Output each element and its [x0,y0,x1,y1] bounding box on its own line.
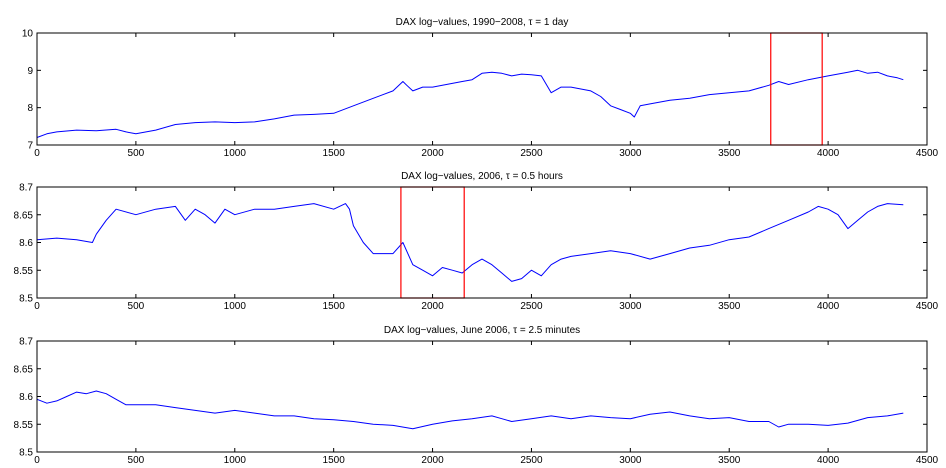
x-tick-label: 1500 [323,148,346,159]
y-tick-label: 7 [27,141,33,152]
x-tick-label: 3500 [718,455,741,466]
x-tick-label: 4000 [817,455,840,466]
x-tick-label: 3000 [619,455,642,466]
axes-frame [36,186,928,299]
y-tick-label: 8.7 [19,337,33,348]
y-tick-label: 9 [27,66,33,77]
y-tick-label: 8.55 [14,266,34,277]
x-tick-label: 4500 [916,148,939,159]
y-tick-label: 8.65 [14,364,34,375]
x-tick-label: 2000 [421,301,444,312]
y-tick-label: 8.65 [14,210,34,221]
x-tick-label: 3000 [619,301,642,312]
y-tick-label: 8.55 [14,420,34,431]
x-tick-label: 4000 [817,301,840,312]
x-tick-label: 1000 [224,301,247,312]
x-tick-label: 3500 [718,301,741,312]
y-tick-label: 8.7 [19,183,33,194]
x-tick-label: 2500 [520,148,543,159]
x-tick-label: 1000 [224,455,247,466]
x-tick-label: 500 [128,148,145,159]
x-tick-label: 500 [128,301,145,312]
x-tick-label: 1000 [224,148,247,159]
series-line [36,203,904,282]
x-tick-label: 0 [34,455,40,466]
chart-title: DAX log−values, June 2006, τ = 2.5 minut… [384,325,580,336]
y-tick-label: 8.6 [19,238,33,249]
x-tick-label: 3500 [718,148,741,159]
series-line [36,390,904,430]
chart-panel-1: DAX log−values, 1990−2008, τ = 1 day 0 500… [22,17,939,159]
highlight-box [770,32,823,146]
x-tick-label: 4500 [916,301,939,312]
chart-panel-2: DAX log−values, 2006, τ = 0.5 hours 0 500 1… [14,171,939,312]
x-tick-label: 0 [34,301,40,312]
x-tick-label: 2500 [520,455,543,466]
chart-title: DAX log−values, 2006, τ = 0.5 hours [401,171,563,182]
y-tick-label: 8.5 [19,294,33,305]
x-tick-label: 0 [34,148,40,159]
y-tick-label: 8.5 [19,448,33,459]
x-tick-label: 3000 [619,148,642,159]
x-tick-label: 1500 [323,455,346,466]
axes-frame [36,32,928,146]
y-tick-label: 8.6 [19,392,33,403]
highlight-box [400,186,465,299]
x-tick-label: 500 [128,455,145,466]
y-tick-label: 8 [27,103,33,114]
chart-title: DAX log−values, 1990−2008, τ = 1 day [396,17,569,28]
x-tick-label: 2500 [520,301,543,312]
x-tick-label: 2000 [421,455,444,466]
axes-frame [36,340,928,453]
x-tick-label: 4500 [916,455,939,466]
x-tick-label: 1500 [323,301,346,312]
x-tick-label: 2000 [421,148,444,159]
x-tick-label: 4000 [817,148,840,159]
series-line [36,69,904,138]
y-tick-label: 10 [22,29,34,40]
chart-panel-3: DAX log−values, June 2006, τ = 2.5 minut… [14,325,939,466]
